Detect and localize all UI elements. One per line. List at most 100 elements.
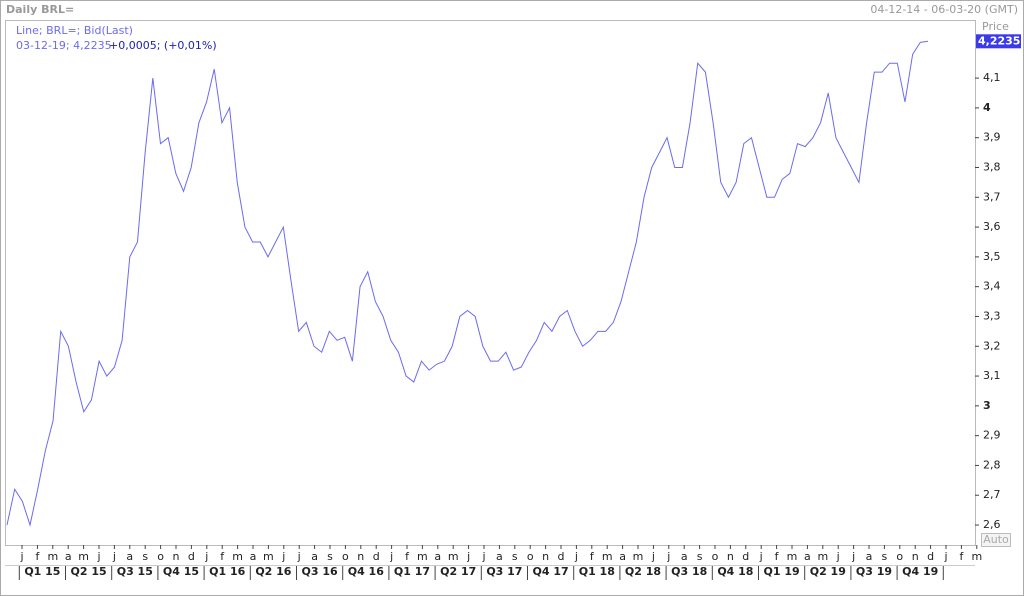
month-label: m — [263, 550, 274, 563]
month-label: d — [188, 550, 195, 563]
month-label: m — [787, 550, 798, 563]
month-label: j — [836, 550, 840, 563]
quarter-label: Q4 18 — [717, 565, 753, 578]
y-tick-label: 3,9 — [983, 131, 1001, 144]
quarter-label: Q1 16 — [209, 565, 245, 578]
month-label: a — [434, 550, 441, 563]
y-tick-label: 3,2 — [983, 339, 1001, 352]
month-label: s — [882, 550, 888, 563]
month-label: m — [47, 550, 58, 563]
quarter-label: Q3 16 — [302, 565, 338, 578]
month-label: n — [912, 550, 919, 563]
month-label: j — [481, 550, 485, 563]
plot-area — [5, 20, 976, 546]
month-label: o — [342, 550, 349, 563]
month-label: n — [173, 550, 180, 563]
month-label: n — [727, 550, 734, 563]
month-label: j — [759, 550, 763, 563]
quarter-label: Q2 19 — [810, 565, 846, 578]
y-tick-label: 4,1 — [983, 71, 1001, 84]
auto-button[interactable] — [981, 533, 1011, 547]
quarter-label: Q2 18 — [625, 565, 661, 578]
month-label: j — [281, 550, 285, 563]
quarter-label: Q3 15 — [117, 565, 153, 578]
month-label: j — [19, 550, 23, 563]
quarter-label: Q4 16 — [348, 565, 384, 578]
quarter-label: Q2 15 — [71, 565, 107, 578]
date-range: 04-12-14 - 06-03-20 (GMT) — [870, 3, 1018, 16]
month-label: d — [558, 550, 565, 563]
month-label: j — [297, 550, 301, 563]
month-label: f — [775, 550, 780, 563]
month-label: m — [602, 550, 613, 563]
month-label: j — [851, 550, 855, 563]
month-label: f — [590, 550, 595, 563]
y-tick-label: 2,8 — [983, 458, 1001, 471]
month-label: a — [681, 550, 688, 563]
month-label: d — [373, 550, 380, 563]
month-label: a — [619, 550, 626, 563]
change: +0,0005; (+0,01%) — [109, 39, 217, 52]
month-label: m — [417, 550, 428, 563]
month-label: n — [357, 550, 364, 563]
y-tick-label: 3,3 — [983, 309, 1001, 322]
y-tick-label: 3 — [983, 399, 991, 412]
month-label: j — [389, 550, 393, 563]
quarter-label: Q3 19 — [856, 565, 892, 578]
y-tick-label: 2,6 — [983, 518, 1001, 531]
auto-button-label[interactable]: Auto — [983, 533, 1009, 546]
month-label: s — [142, 550, 148, 563]
month-label: o — [527, 550, 534, 563]
month-label: j — [466, 550, 470, 563]
month-label: o — [157, 550, 164, 563]
month-label: m — [232, 550, 243, 563]
y-tick-label: 2,9 — [983, 429, 1001, 442]
month-label: a — [65, 550, 72, 563]
month-label: s — [697, 550, 703, 563]
month-label: j — [666, 550, 670, 563]
y-axis-label: Price — [982, 20, 1009, 33]
month-label: a — [250, 550, 257, 563]
month-label: f — [220, 550, 225, 563]
quarter-label: Q1 15 — [24, 565, 60, 578]
y-tick-label: 4 — [983, 101, 991, 114]
month-label: j — [96, 550, 100, 563]
month-label: j — [651, 550, 655, 563]
quarter-label: Q3 17 — [486, 565, 522, 578]
quarter-label: Q2 17 — [440, 565, 476, 578]
month-label: j — [943, 550, 947, 563]
info: 03-12-19; 4,2235 — [16, 39, 112, 52]
y-tick-label: 3,7 — [983, 190, 1001, 203]
quarter-label: Q1 18 — [579, 565, 615, 578]
month-label: a — [804, 550, 811, 563]
month-label: m — [633, 550, 644, 563]
chart-title: Daily BRL= — [6, 3, 74, 16]
month-label: o — [712, 550, 719, 563]
quarter-label: Q4 19 — [902, 565, 938, 578]
month-label: j — [574, 550, 578, 563]
quarter-label: Q3 18 — [671, 565, 707, 578]
quarter-label: Q4 17 — [533, 565, 569, 578]
month-label: a — [126, 550, 133, 563]
quarter-label: Q4 15 — [163, 565, 199, 578]
month-label: a — [496, 550, 503, 563]
month-label: f — [959, 550, 964, 563]
month-label: d — [927, 550, 934, 563]
month-label: n — [542, 550, 549, 563]
month-label: m — [448, 550, 459, 563]
quarter-label: Q1 19 — [764, 565, 800, 578]
y-tick-label: 3,5 — [983, 250, 1001, 263]
month-label: a — [866, 550, 873, 563]
month-label: m — [817, 550, 828, 563]
y-tick-label: 3,1 — [983, 369, 1001, 382]
y-tick-label: 2,7 — [983, 488, 1001, 501]
y-tick-label: 3,6 — [983, 220, 1001, 233]
price-line — [6, 40, 929, 527]
month-label: a — [311, 550, 318, 563]
month-label: j — [112, 550, 116, 563]
month-label: f — [35, 550, 40, 563]
month-label: f — [405, 550, 410, 563]
quarter-label: Q2 16 — [255, 565, 291, 578]
legend: Line; BRL=; Bid(Last) — [16, 24, 133, 37]
